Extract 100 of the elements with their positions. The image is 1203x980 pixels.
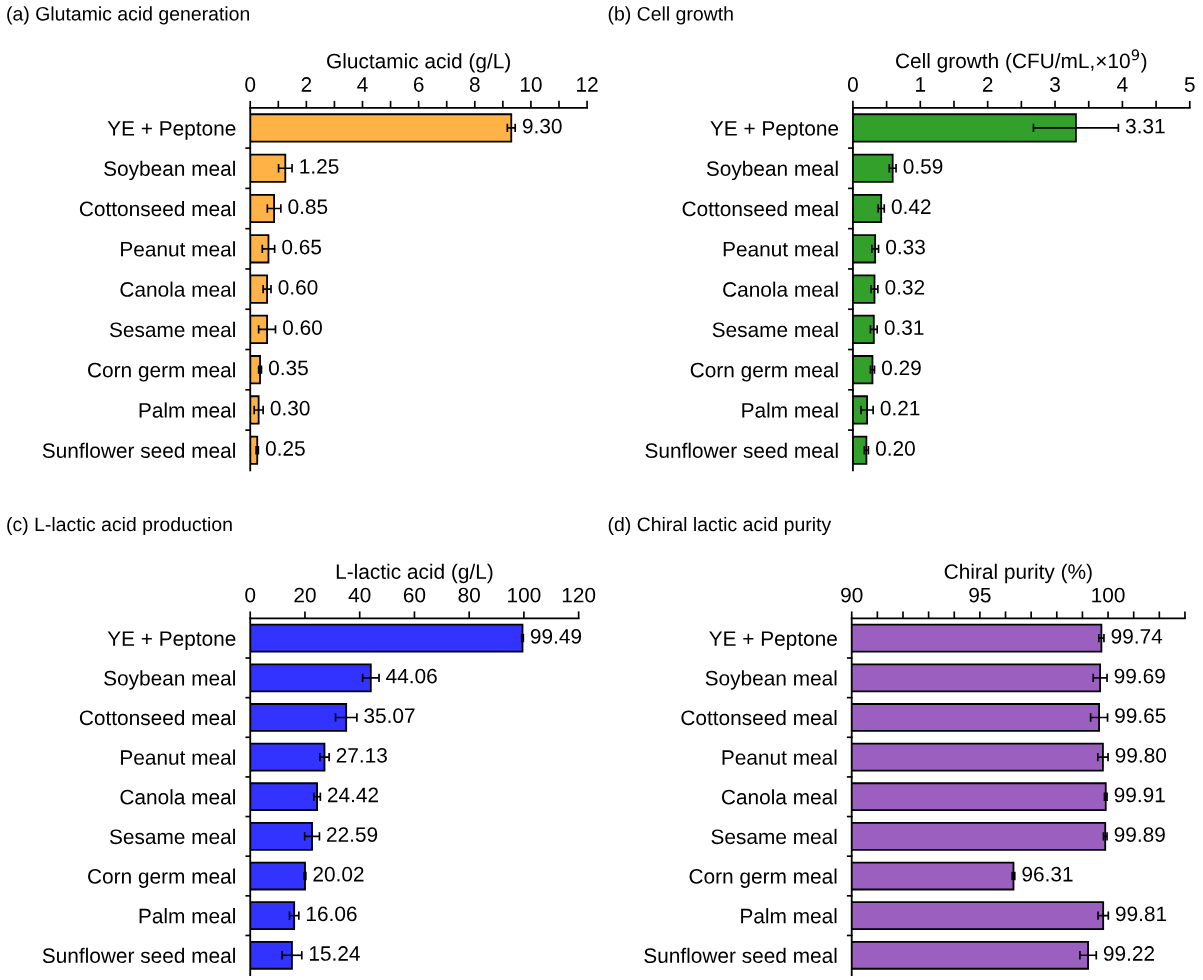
x-tick-label: 3 (1050, 77, 1060, 92)
y-tick-label: Palm meal (741, 908, 837, 924)
y-tick-label: Soybean meal (706, 160, 838, 181)
data-label: 0.20 (875, 441, 915, 456)
x-tick-label: 5 (1184, 77, 1195, 92)
data-label: 0.42 (891, 199, 931, 215)
x-tick-label: 2 (301, 77, 312, 92)
y-tick-label: Soybean meal (104, 670, 235, 690)
y-tick-label: Peanut meal (722, 749, 837, 765)
y-tick-label: Sunflower seed meal (645, 442, 838, 459)
data-label: 15.24 (309, 946, 360, 961)
y-tick-label: Palm meal (139, 402, 235, 418)
data-label: 24.42 (327, 787, 378, 803)
data-label: 0.25 (265, 441, 305, 456)
data-label: 20.02 (313, 866, 364, 882)
x-tick-label: 0 (245, 77, 256, 92)
y-tick-label: Cottonseed meal (79, 709, 235, 726)
data-label: 16.06 (306, 906, 357, 922)
x-tick-label: 40 (348, 587, 371, 603)
data-label: 99.22 (1103, 946, 1155, 961)
y-tick-label: Corn germ meal (88, 868, 235, 888)
y-tick-label: Corn germ meal (690, 362, 838, 382)
x-axis-title: Gluctamic acid (g/L) (327, 53, 510, 73)
x-tick-label: 6 (413, 77, 424, 92)
y-tick-label: Canola meal (120, 789, 235, 805)
y-tick-label: Canola meal (721, 789, 837, 805)
y-tick-label: Palm meal (742, 402, 838, 418)
y-tick-label: Cottonseed meal (682, 200, 838, 217)
y-tick-label: Cottonseed meal (79, 200, 235, 217)
data-label: 1.25 (300, 159, 339, 174)
x-tick-label: 100 (1092, 587, 1125, 603)
y-tick-label: Sunflower seed meal (42, 947, 235, 964)
x-tick-label: 0 (245, 587, 256, 603)
y-tick-label: Sunflower seed meal (42, 442, 235, 459)
data-label: 0.60 (278, 279, 318, 295)
data-label: 0.85 (288, 199, 328, 215)
y-tick-label: Peanut meal (723, 241, 838, 257)
data-label: 99.74 (1111, 629, 1163, 644)
data-label: 99.89 (1114, 827, 1165, 842)
data-label: 3.31 (1125, 118, 1165, 134)
x-axis-title: L-lactic acid (g/L) (336, 563, 493, 584)
data-label: 22.59 (327, 827, 378, 842)
data-label: 99.91 (1114, 787, 1165, 803)
x-tick-label: 120 (562, 587, 596, 603)
x-tick-label: 10 (520, 77, 542, 92)
y-tick-label: Corn germ meal (88, 362, 235, 382)
x-tick-label: 4 (357, 77, 368, 92)
y-tick-label: Sesame meal (712, 321, 838, 338)
y-tick-label: Palm meal (139, 908, 235, 924)
data-label: 0.60 (283, 320, 322, 335)
y-tick-label: Sesame meal (109, 828, 235, 845)
data-label: 0.35 (269, 360, 308, 376)
x-tick-label: 4 (1117, 77, 1128, 92)
chart-title: (c) L-lactic acid production (7, 516, 232, 536)
data-label: 0.30 (270, 400, 310, 416)
y-tick-label: Canola meal (120, 281, 235, 297)
data-label: 99.49 (530, 629, 582, 644)
data-label: 0.65 (282, 239, 322, 255)
data-label: 0.33 (886, 239, 925, 255)
data-label: 0.31 (884, 320, 924, 335)
x-tick-label: 95 (969, 587, 991, 603)
x-tick-label: 100 (508, 587, 541, 603)
data-label: 0.29 (882, 360, 921, 376)
y-tick-label: YE + Peptone (107, 121, 236, 140)
y-tick-label: Corn germ meal (689, 868, 837, 888)
x-axis-title: Cell growth (CFU/mL,×10$^{9}$) (896, 49, 1147, 73)
text: (b) Cell growth (608, 6, 733, 25)
x-tick-label: 60 (403, 587, 426, 603)
data-label: 0.59 (903, 159, 943, 174)
data-label: 96.31 (1022, 866, 1073, 882)
data-label: 35.07 (364, 708, 415, 724)
x-tick-label: 20 (294, 587, 316, 603)
chart-title: (d) Chiral lactic acid purity (608, 516, 832, 536)
y-tick-label: Peanut meal (121, 241, 235, 257)
data-label: 27.13 (336, 747, 387, 763)
x-axis-title: Chiral purity (%) (944, 563, 1092, 584)
data-label: 99.81 (1115, 906, 1167, 922)
x-tick-label: 80 (458, 587, 480, 603)
y-tick-label: Sunflower seed meal (644, 947, 837, 964)
x-tick-label: 8 (469, 77, 480, 92)
data-label: 99.69 (1114, 668, 1165, 684)
chart-title: (a) Glutamic acid generation (7, 6, 249, 25)
x-tick-label: 12 (577, 77, 598, 92)
y-tick-label: Cottonseed meal (681, 709, 837, 726)
y-tick-label: YE + Peptone (107, 631, 236, 651)
y-tick-label: Soybean meal (705, 670, 837, 690)
y-tick-label: YE + Peptone (710, 121, 839, 140)
x-tick-label: 2 (982, 77, 993, 92)
data-label: 99.80 (1115, 747, 1167, 763)
data-label: 9.30 (522, 118, 562, 134)
data-label: 99.65 (1115, 708, 1166, 724)
x-tick-label: 90 (841, 587, 863, 603)
data-label: 0.21 (880, 400, 920, 416)
x-tick-label: 0 (847, 77, 858, 92)
x-tick-label: 1 (916, 77, 926, 92)
y-tick-label: YE + Peptone (709, 631, 837, 651)
data-label: 0.32 (885, 279, 925, 295)
data-label: 44.06 (386, 668, 437, 684)
y-tick-label: Sesame meal (711, 828, 837, 845)
y-tick-label: Peanut meal (121, 749, 235, 765)
